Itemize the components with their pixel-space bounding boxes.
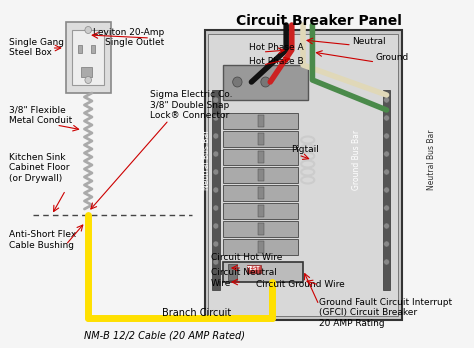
Bar: [223, 167, 298, 183]
Bar: [223, 239, 298, 255]
Bar: [228, 264, 237, 280]
Bar: [258, 133, 264, 145]
Text: Single Gang
Steel Box: Single Gang Steel Box: [9, 38, 64, 57]
Bar: [258, 187, 264, 199]
Circle shape: [213, 151, 219, 157]
Circle shape: [213, 241, 219, 247]
Bar: [383, 90, 390, 290]
Circle shape: [213, 97, 219, 103]
Bar: [247, 265, 261, 273]
Circle shape: [261, 77, 270, 87]
Text: Circuit Ground Wire: Circuit Ground Wire: [256, 280, 345, 289]
Text: Neutral: Neutral: [352, 38, 385, 47]
Bar: [223, 113, 298, 129]
Text: Pigtail: Pigtail: [291, 145, 319, 155]
Text: Circuit Breaker Panel: Circuit Breaker Panel: [236, 14, 402, 28]
Text: Leviton 20-Amp
Single Outlet: Leviton 20-Amp Single Outlet: [93, 28, 164, 47]
Circle shape: [213, 259, 219, 265]
Bar: [91, 45, 95, 53]
Text: Neutral Bus Bar: Neutral Bus Bar: [427, 130, 436, 190]
Circle shape: [384, 223, 389, 229]
Text: Sigma Electric Co.
3/8" Double Snap
Lock® Connector: Sigma Electric Co. 3/8" Double Snap Lock…: [150, 90, 233, 120]
Text: Circuit Hot Wire: Circuit Hot Wire: [211, 253, 283, 262]
Circle shape: [213, 187, 219, 193]
Circle shape: [384, 259, 389, 265]
Bar: [66, 22, 111, 93]
Bar: [78, 45, 82, 53]
Circle shape: [384, 97, 389, 103]
Text: Ground Fault Circuit Interrupt
(GFCI) Circuit Breaker
20 AMP Rating: Ground Fault Circuit Interrupt (GFCI) Ci…: [319, 298, 452, 328]
Text: NM-B 12/2 Cable (20 AMP Rated): NM-B 12/2 Cable (20 AMP Rated): [84, 330, 245, 340]
Bar: [223, 221, 298, 237]
Text: Kitchen Sink
Cabinet Floor
(or Drywall): Kitchen Sink Cabinet Floor (or Drywall): [9, 153, 70, 183]
Circle shape: [384, 151, 389, 157]
Circle shape: [384, 115, 389, 121]
Bar: [258, 223, 264, 235]
Text: Hot Phase A: Hot Phase A: [249, 44, 303, 53]
Text: TEST: TEST: [247, 267, 261, 271]
Bar: [223, 65, 308, 100]
Text: Hot Phase B: Hot Phase B: [249, 57, 303, 66]
Bar: [205, 30, 401, 320]
Circle shape: [384, 241, 389, 247]
Text: Neutral Bus Bar: Neutral Bus Bar: [202, 130, 211, 190]
Circle shape: [384, 205, 389, 211]
Bar: [258, 115, 264, 127]
Bar: [258, 151, 264, 163]
Circle shape: [213, 115, 219, 121]
Text: Ground Bus Bar: Ground Bus Bar: [352, 130, 361, 190]
Bar: [208, 34, 398, 316]
Circle shape: [384, 169, 389, 175]
Bar: [223, 185, 298, 201]
Circle shape: [213, 223, 219, 229]
Circle shape: [213, 133, 219, 139]
Bar: [212, 90, 219, 290]
Circle shape: [233, 77, 242, 87]
Text: 3/8" Flexible
Metal Conduit: 3/8" Flexible Metal Conduit: [9, 105, 73, 125]
Text: Circuit Neutral
Wire: Circuit Neutral Wire: [211, 268, 277, 288]
Bar: [258, 169, 264, 181]
Circle shape: [384, 187, 389, 193]
Text: Ground: Ground: [375, 54, 409, 63]
Text: Anti-Short Flex
Cable Bushing: Anti-Short Flex Cable Bushing: [9, 230, 77, 250]
Bar: [223, 262, 303, 282]
Bar: [258, 241, 264, 253]
Bar: [258, 205, 264, 217]
Bar: [223, 203, 298, 219]
Circle shape: [213, 205, 219, 211]
Text: Branch Circuit: Branch Circuit: [163, 308, 232, 318]
Circle shape: [384, 133, 389, 139]
Circle shape: [85, 26, 91, 33]
Bar: [72, 30, 104, 85]
Circle shape: [213, 169, 219, 175]
Bar: [223, 149, 298, 165]
Bar: [81, 67, 92, 77]
Circle shape: [85, 77, 91, 84]
Bar: [223, 131, 298, 147]
